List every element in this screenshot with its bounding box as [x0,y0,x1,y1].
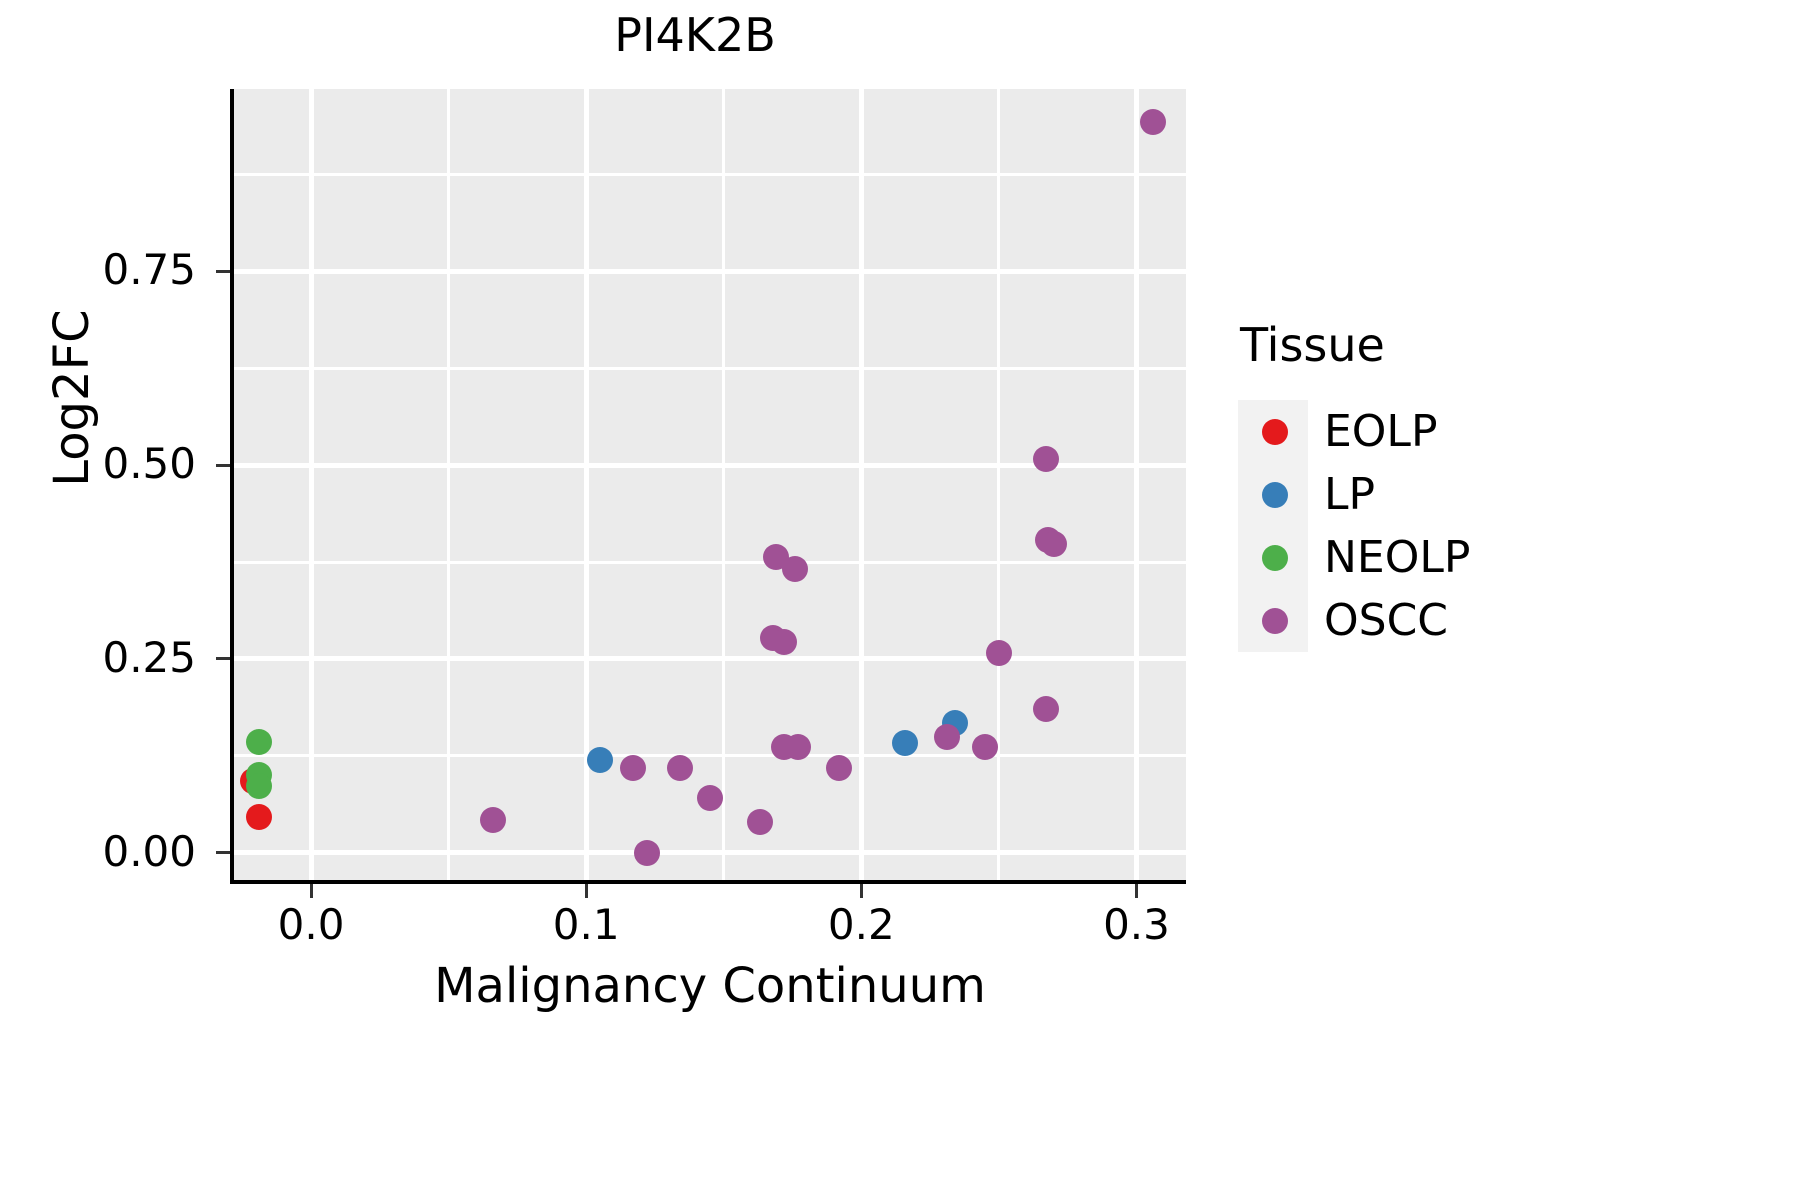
y-tick-mark [216,657,230,661]
gridline-horizontal-major [234,850,1186,856]
gridline-vertical-minor [722,89,726,880]
legend-item-lp[interactable]: LP [1238,463,1658,526]
legend-label-eolp: EOLP [1324,405,1438,457]
gridline-horizontal-major [234,656,1186,662]
plot-panel [234,89,1186,880]
gridline-horizontal-minor [234,754,1186,758]
legend-swatch-eolp [1262,418,1288,445]
legend-label-lp: LP [1324,468,1376,520]
data-point-oscc [619,754,646,781]
data-point-oscc [771,628,798,655]
legend-label-neolp: NEOLP [1324,531,1471,583]
y-tick-mark [216,269,230,273]
data-point-oscc [826,754,853,781]
data-point-oscc [1032,696,1059,723]
data-point-neolp [245,728,272,755]
y-tick-mark [216,851,230,855]
gridline-vertical-major [858,89,864,880]
legend-swatch-neolp [1262,544,1288,571]
data-point-oscc [1040,531,1067,558]
x-axis-title: Malignancy Continuum [434,958,986,1014]
data-point-oscc [785,733,812,760]
data-point-lp [892,729,919,756]
data-point-oscc [479,807,506,834]
y-tick-label: 0.50 [102,439,196,489]
data-point-neolp [245,773,272,800]
data-point-oscc [1032,445,1059,472]
y-tick-mark [216,463,230,467]
data-point-oscc [933,723,960,750]
y-tick-label: 0.00 [102,826,196,876]
legend-title: Tissue [1240,318,1385,372]
legend-item-neolp[interactable]: NEOLP [1238,526,1658,589]
gridline-horizontal-minor [234,172,1186,176]
x-tick-mark [309,884,313,898]
gridline-vertical-minor [997,89,1001,880]
data-point-oscc [972,734,999,761]
legend-item-oscc[interactable]: OSCC [1238,589,1658,652]
x-tick-label: 0.0 [277,900,345,949]
data-point-oscc [746,808,773,835]
gridline-vertical-major [583,89,589,880]
data-point-oscc [697,784,723,811]
y-axis-line [230,89,234,880]
gridline-horizontal-major [234,268,1186,274]
gridline-vertical-major [308,89,314,880]
gridline-vertical-major [1133,89,1139,880]
chart-title: PI4K2B [614,8,776,62]
x-tick-label: 0.1 [552,900,620,949]
gridline-horizontal-major [234,462,1186,468]
gridline-horizontal-minor [234,366,1186,370]
x-tick-mark [859,884,863,898]
data-point-oscc [1139,108,1166,135]
y-tick-label: 0.75 [102,245,196,295]
x-tick-label: 0.2 [827,900,895,949]
gridline-vertical-minor [447,89,451,880]
x-axis-line [230,880,1186,884]
legend: Tissue [1238,322,1658,394]
data-point-oscc [633,839,660,866]
data-point-oscc [782,556,809,583]
legend-swatch-oscc [1262,607,1288,634]
data-point-oscc [985,639,1012,666]
x-tick-mark [584,884,588,898]
y-tick-label: 0.25 [102,632,196,682]
gridline-horizontal-minor [234,560,1186,564]
legend-swatch-lp [1262,481,1288,508]
data-point-oscc [666,755,693,782]
legend-item-eolp[interactable]: EOLP [1238,400,1658,463]
legend-label-oscc: OSCC [1324,594,1449,646]
data-point-eolp [245,804,272,831]
x-tick-label: 0.3 [1103,900,1170,949]
x-tick-mark [1134,884,1138,898]
data-point-lp [586,746,613,773]
